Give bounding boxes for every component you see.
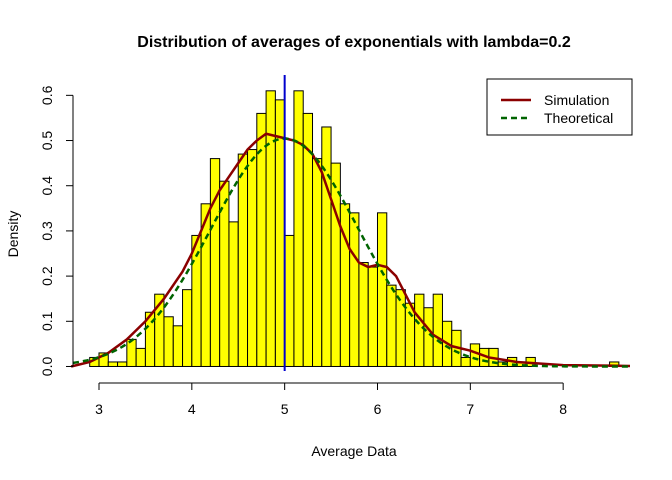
x-tick-label: 4 (188, 401, 196, 417)
theoretical-density-line (72, 137, 630, 368)
x-tick-label: 6 (374, 401, 382, 417)
y-tick-label: 0.4 (39, 176, 55, 196)
histogram-bar (414, 293, 425, 367)
histogram-bar (469, 343, 481, 367)
histogram-bar (182, 289, 193, 367)
histogram-bar (432, 293, 443, 367)
y-tick-label: 0.1 (39, 311, 55, 331)
chart-title: Distribution of averages of exponentials… (137, 34, 571, 51)
legend-box (486, 78, 633, 136)
x-tick-label: 8 (559, 401, 567, 417)
x-axis-label: Average Data (311, 443, 397, 459)
x-tick-label: 3 (95, 401, 103, 417)
histogram-bar (312, 158, 323, 367)
histogram-bar (395, 289, 406, 367)
histogram-bar (321, 126, 332, 367)
y-tick-label: 0.6 (39, 85, 55, 105)
y-tick-label: 0.5 (39, 131, 55, 151)
x-tick-label: 7 (466, 401, 474, 417)
histogram-bar (237, 153, 249, 367)
legend: Simulation Theoretical (486, 78, 633, 136)
density-curves (70, 132, 631, 368)
y-tick-label: 0.3 (39, 221, 55, 241)
y-tick-label: 0.2 (39, 266, 55, 286)
y-axis-label: Density (5, 211, 21, 258)
histogram-bar (293, 90, 304, 367)
legend-theoretical-label: Theoretical (544, 110, 613, 126)
histogram-bar (172, 325, 184, 367)
histogram-bar (209, 158, 221, 367)
x-tick-label: 5 (281, 401, 289, 417)
legend-simulation-label: Simulation (544, 92, 609, 108)
simulation-density-line (70, 132, 631, 368)
histogram-bar (284, 234, 295, 367)
histogram-bar (98, 352, 109, 367)
histogram-bar (349, 212, 360, 367)
histogram-bars (89, 90, 620, 367)
histogram-bar (460, 356, 471, 367)
histogram-bar (126, 338, 137, 367)
histogram-bar (265, 90, 276, 367)
y-tick-label: 0.0 (39, 357, 55, 377)
histogram-bar (386, 284, 397, 367)
histogram-bar (163, 316, 174, 367)
histogram-bar (358, 262, 369, 367)
axes: 3 4 5 6 7 8 0.0 0.1 0.2 0.3 0.4 0.5 0.6 (39, 85, 567, 417)
histogram-bar (107, 361, 119, 367)
histogram-bar (247, 149, 258, 367)
histogram-bar (376, 212, 388, 367)
histogram-bar (228, 221, 239, 367)
histogram-bar (117, 361, 128, 367)
histogram-bar (135, 347, 146, 367)
histogram-bar (367, 266, 378, 367)
